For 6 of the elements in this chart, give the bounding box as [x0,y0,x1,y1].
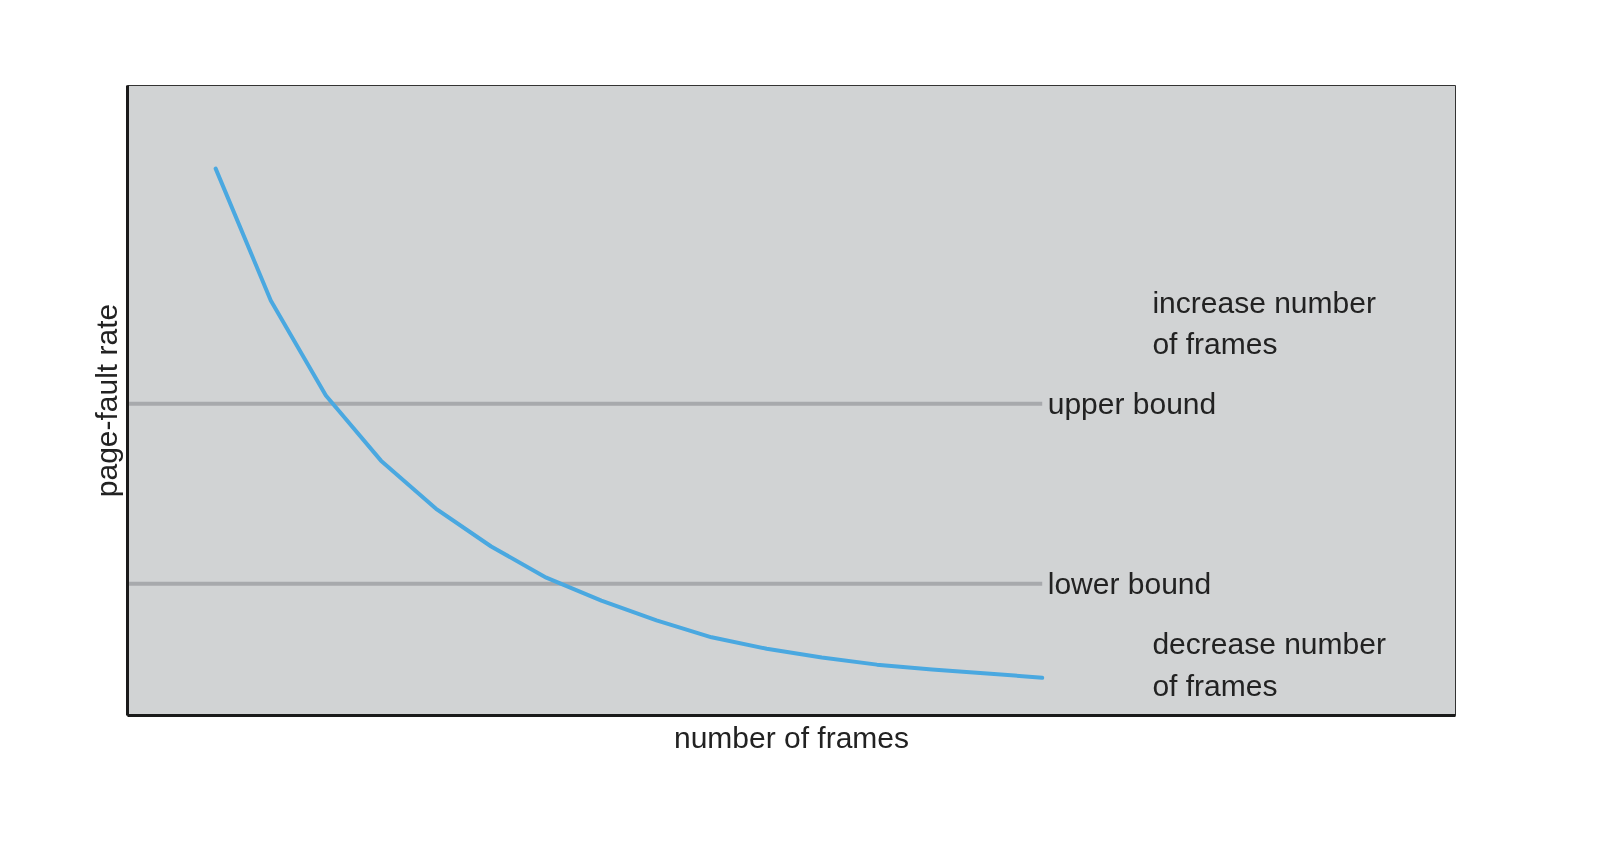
ref-line-label: lower bound [1047,567,1212,601]
text: increase number of frames [1152,285,1376,361]
ref-line-label: upper bound [1047,387,1217,421]
text: decrease number of frames [1152,627,1386,702]
x-axis-title: number of frames [673,720,910,754]
y-axis-title: page-fault rate [89,303,123,498]
